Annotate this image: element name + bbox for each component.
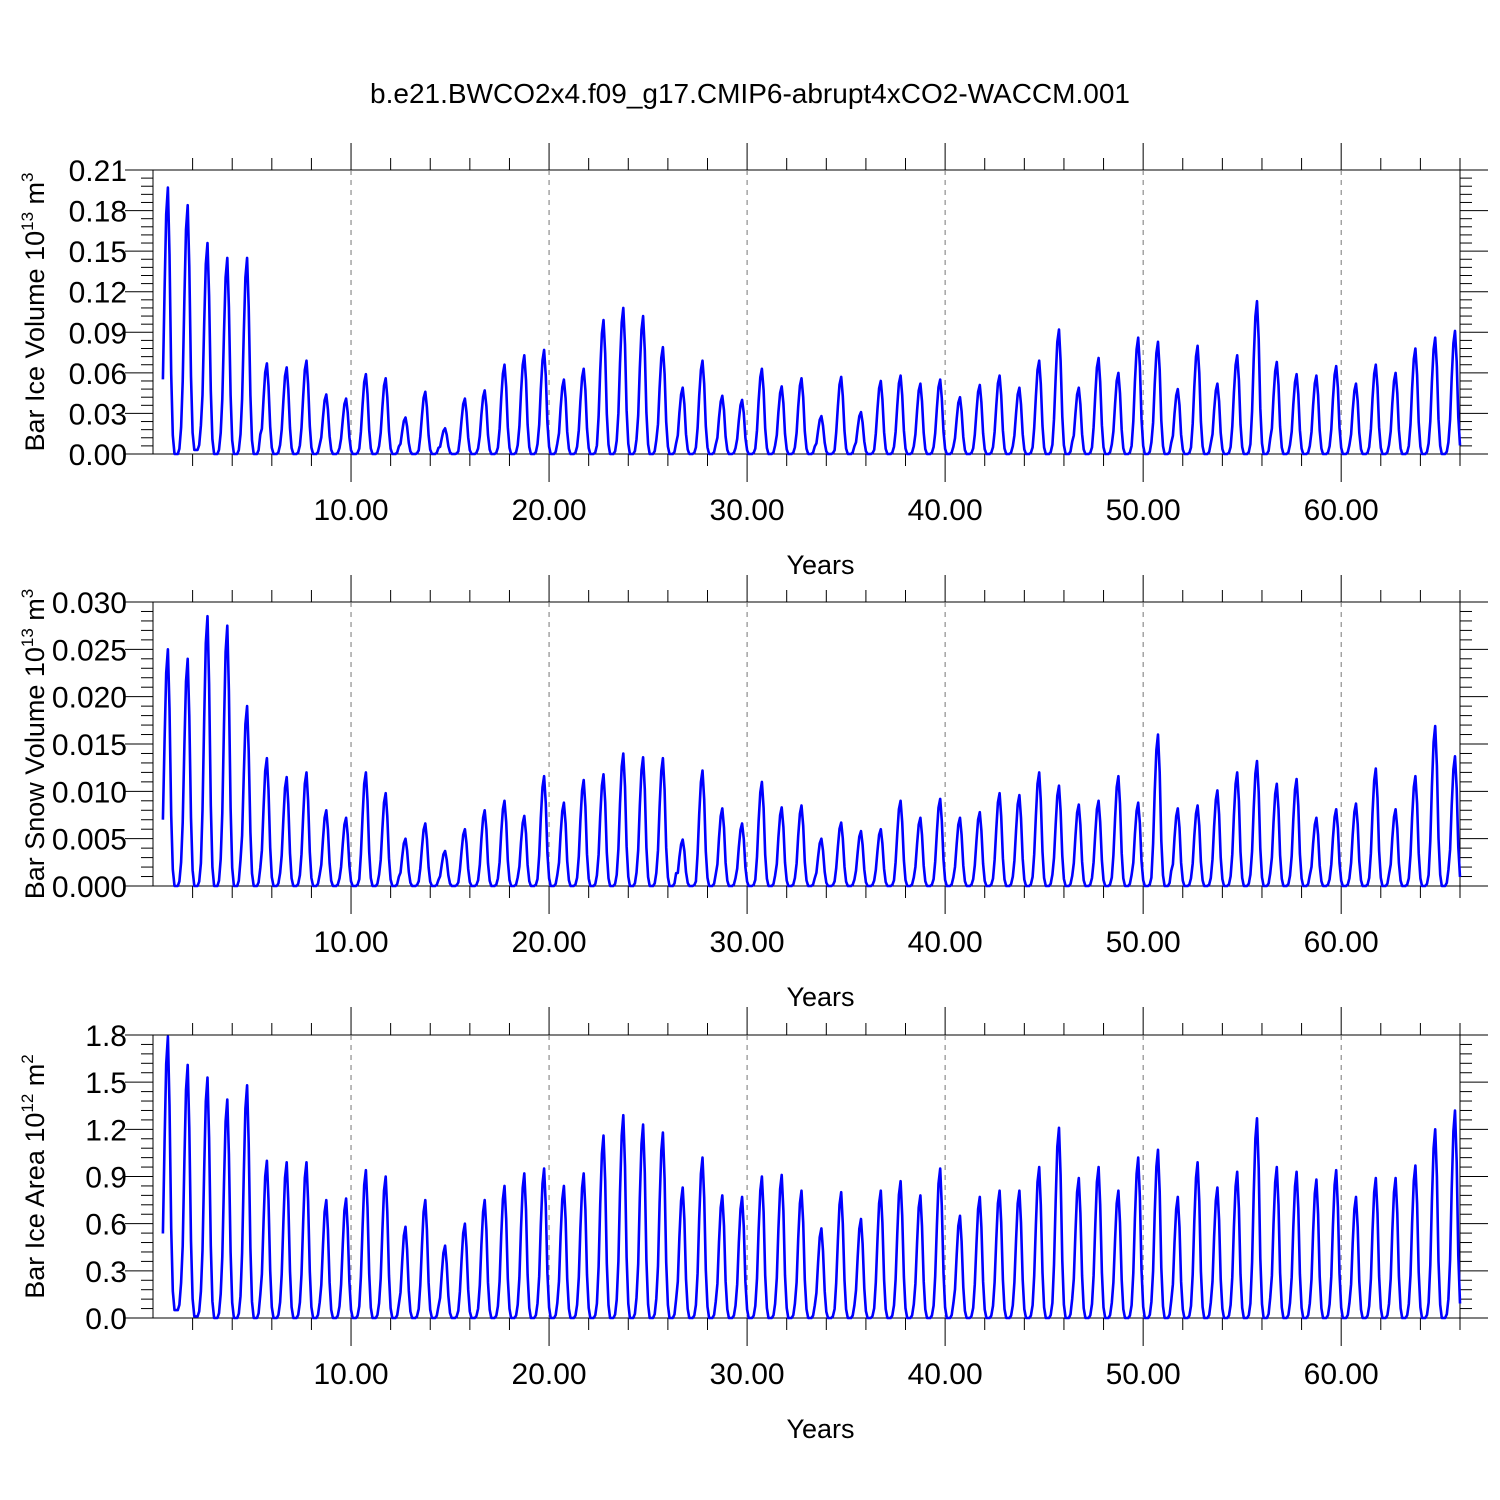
x-tick-label: 10.00 <box>313 926 388 959</box>
y-axis-title: Bar Ice Volume 1013 m3 <box>18 172 50 451</box>
panel-3: 10.00 20.00 30.00 40.00 50.00 60.00 0.0 0.3 0.6 0… <box>18 1007 1488 1444</box>
x-tick-label: 20.00 <box>512 926 587 959</box>
series-line <box>161 1035 1462 1320</box>
x-tick-label: 60.00 <box>1304 1358 1379 1391</box>
series-line <box>161 186 1462 456</box>
x-tick-label: 40.00 <box>908 1358 983 1391</box>
x-tick-label: 20.00 <box>512 1358 587 1391</box>
panel-1: 10.00 20.00 30.00 40.00 50.00 60.00 0.00 0.03 0.… <box>18 143 1488 580</box>
x-axis-title: Years <box>786 550 854 580</box>
y-tick-label: 0.03 <box>69 398 127 431</box>
x-axis-title: Years <box>786 982 854 1012</box>
x-tick-label: 40.00 <box>908 926 983 959</box>
y-tick-label: 0.15 <box>69 236 127 269</box>
y-axis-title: Bar Snow Volume 1013 m3 <box>18 589 50 900</box>
y-tick-label: 1.5 <box>85 1067 127 1100</box>
y-tick-label: 0.06 <box>69 358 127 391</box>
x-tick-label: 30.00 <box>710 1358 785 1391</box>
x-tick-label: 50.00 <box>1106 926 1181 959</box>
y-tick-label: 0.3 <box>85 1256 127 1289</box>
plot-frame <box>152 169 1461 455</box>
x-tick-label: 10.00 <box>313 494 388 527</box>
x-tick-label: 30.00 <box>710 494 785 527</box>
y-tick-label: 0.025 <box>52 634 127 667</box>
panel-2: 10.00 20.00 30.00 40.00 50.00 60.00 0.000 0.005… <box>18 575 1488 1012</box>
y-tick-label: 0.020 <box>52 682 127 715</box>
y-axis-title: Bar Ice Area 1012 m2 <box>18 1054 50 1299</box>
series-line <box>161 614 1462 888</box>
x-tick-label: 50.00 <box>1106 494 1181 527</box>
y-tick-label: 0.010 <box>52 776 127 809</box>
y-tick-label: 0.18 <box>69 196 127 229</box>
y-tick-label: 0.005 <box>52 824 127 857</box>
y-tick-label: 0.030 <box>52 587 127 620</box>
x-tick-label: 30.00 <box>710 926 785 959</box>
y-tick-label: 0.9 <box>85 1162 127 1195</box>
y-tick-label: 0.6 <box>85 1209 127 1242</box>
y-tick-label: 0.000 <box>52 871 127 904</box>
page-title: b.e21.BWCO2x4.f09_g17.CMIP6-abrupt4xCO2-… <box>370 78 1130 109</box>
y-tick-label: 1.2 <box>85 1114 127 1147</box>
y-tick-label: 0.12 <box>69 277 127 310</box>
x-tick-label: 50.00 <box>1106 1358 1181 1391</box>
y-tick-label: 0.0 <box>85 1303 127 1336</box>
x-tick-label: 20.00 <box>512 494 587 527</box>
x-tick-label: 60.00 <box>1304 494 1379 527</box>
y-tick-label: 0.21 <box>69 155 127 188</box>
y-tick-label: 0.015 <box>52 729 127 762</box>
y-tick-label: 0.00 <box>69 439 127 472</box>
x-tick-label: 60.00 <box>1304 926 1379 959</box>
x-tick-label: 40.00 <box>908 494 983 527</box>
y-tick-label: 1.8 <box>85 1020 127 1053</box>
x-axis-title: Years <box>786 1414 854 1444</box>
y-tick-label: 0.09 <box>69 317 127 350</box>
x-tick-label: 10.00 <box>313 1358 388 1391</box>
